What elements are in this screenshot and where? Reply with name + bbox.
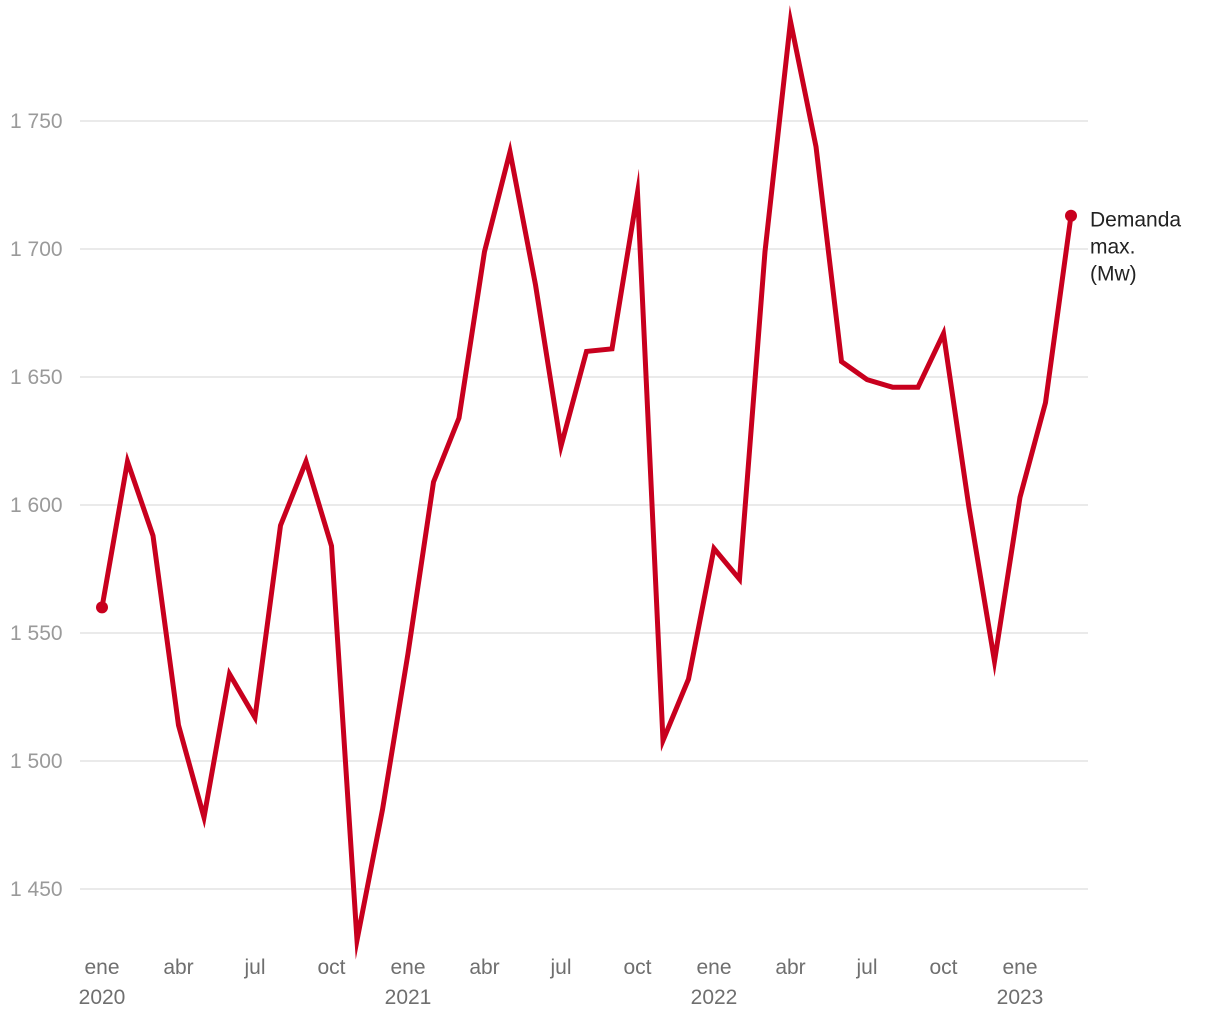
data-point (738, 577, 742, 581)
data-point (202, 815, 206, 819)
data-point (585, 349, 589, 353)
x-tick-label-month: ene (1002, 956, 1037, 979)
y-tick-label: 1 500 (10, 750, 63, 773)
data-point (1018, 495, 1022, 499)
data-point (559, 444, 563, 448)
data-point (840, 360, 844, 364)
data-point (279, 523, 283, 527)
x-tick-label-month: abr (775, 956, 805, 979)
series-layer (96, 5, 1077, 960)
data-point (253, 715, 257, 719)
series-label-line: max. (1090, 236, 1136, 259)
data-point (406, 651, 410, 655)
x-tick-label-month: jul (243, 956, 265, 979)
data-point (636, 191, 640, 195)
y-tick-label: 1 650 (10, 366, 63, 389)
data-point (942, 331, 946, 335)
data-point (330, 544, 334, 548)
start-point-marker (96, 601, 108, 614)
data-point (763, 250, 767, 254)
y-tick-label: 1 600 (10, 494, 63, 517)
data-point (610, 347, 614, 351)
x-tick-label-month: jul (855, 956, 877, 979)
x-axis-tick-labels: ene 2020 abr jul oct ene 2021 abr jul oct ene 2022 a… (79, 956, 1044, 1009)
x-tick-label-month: oct (317, 956, 345, 979)
data-point (865, 378, 869, 382)
x-tick-label-month: ene (390, 956, 425, 979)
y-axis-tick-labels: 1 450 1 500 1 550 1 600 1 650 1 700 1 750 (10, 110, 63, 901)
data-point (687, 677, 691, 681)
data-point (712, 547, 716, 551)
data-point (534, 283, 538, 287)
data-point (1044, 401, 1048, 405)
data-point (916, 385, 920, 389)
x-tick-label-year: 2020 (79, 986, 126, 1009)
data-point (967, 506, 971, 510)
data-point (661, 739, 665, 743)
x-tick-label-month: jul (549, 956, 571, 979)
y-tick-label: 1 700 (10, 238, 63, 261)
data-point (993, 659, 997, 663)
x-tick-label-month: abr (163, 956, 193, 979)
data-point (814, 145, 818, 149)
data-point (355, 938, 359, 942)
x-tick-label-month: oct (623, 956, 651, 979)
data-point (891, 385, 895, 389)
data-point (151, 534, 155, 538)
x-tick-label-year: 2022 (691, 986, 738, 1009)
data-point (381, 808, 385, 812)
series-label-line: Demanda (1090, 209, 1181, 232)
data-point (789, 19, 793, 23)
x-tick-label-month: abr (469, 956, 499, 979)
y-tick-label: 1 750 (10, 110, 63, 133)
gridlines (80, 120, 1088, 890)
y-tick-label: 1 550 (10, 622, 63, 645)
data-point (126, 459, 130, 463)
x-tick-label-month: ene (696, 956, 731, 979)
data-point (432, 480, 436, 484)
end-point-marker (1065, 209, 1077, 222)
x-tick-label-year: 2021 (385, 986, 432, 1009)
series-label-line: (Mw) (1090, 263, 1137, 286)
series-label: Demanda max. (Mw) (1090, 209, 1181, 286)
x-tick-label-year: 2023 (997, 986, 1044, 1009)
x-tick-label-month: ene (84, 956, 119, 979)
data-point (304, 459, 308, 463)
x-tick-label-month: oct (929, 956, 957, 979)
data-point (508, 150, 512, 154)
data-point (483, 250, 487, 254)
data-point (228, 672, 232, 676)
series-line-demanda-max (99, 5, 1074, 960)
data-point (177, 723, 181, 727)
data-point (457, 416, 461, 420)
y-tick-label: 1 450 (10, 878, 63, 901)
